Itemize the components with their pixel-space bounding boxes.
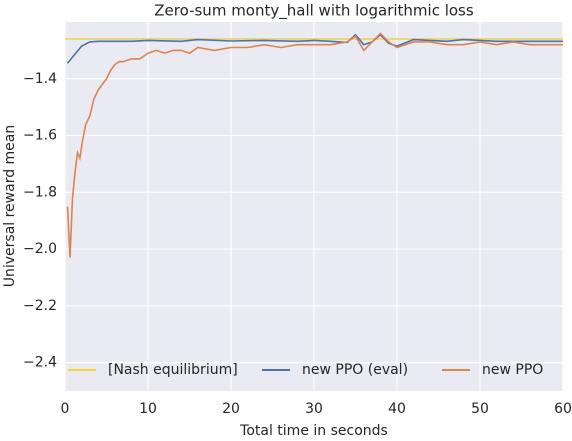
x-tick-label: 40 [388, 401, 406, 417]
y-tick-label: −2.0 [23, 241, 57, 257]
x-tick-label: 0 [61, 401, 70, 417]
x-tick-label: 50 [471, 401, 489, 417]
legend-label: [Nash equilibrium] [108, 362, 238, 378]
x-axis-label: Total time in seconds [239, 423, 388, 439]
legend-label: new PPO (eval) [302, 362, 408, 378]
line-series [66, 32, 563, 258]
y-tick-label: −1.8 [23, 184, 57, 200]
line-series [66, 33, 563, 64]
legend-label: new PPO [482, 362, 543, 378]
x-tick-label: 10 [139, 401, 157, 417]
y-axis-label: Universal reward mean [2, 125, 18, 288]
y-tick-label: −1.4 [23, 71, 57, 87]
y-tick-label: −2.4 [23, 355, 57, 371]
chart-title: Zero-sum monty_hall with logarithmic los… [154, 2, 474, 21]
y-tick-label: −2.2 [23, 298, 57, 314]
y-tick-label: −1.6 [23, 128, 57, 144]
x-tick-label: 30 [305, 401, 323, 417]
x-tick-label: 60 [554, 401, 572, 417]
x-tick-label: 20 [222, 401, 240, 417]
